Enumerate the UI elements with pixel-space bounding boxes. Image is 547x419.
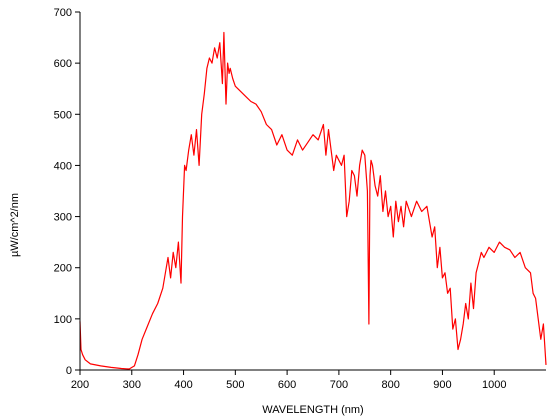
x-axis: 200 300 400 500 600 700 800 900 1000 — [71, 369, 546, 391]
y-tick-label: 400 — [54, 160, 72, 172]
x-tick-label: 300 — [123, 379, 141, 391]
x-tick-label: 200 — [71, 379, 89, 391]
x-tick-label: 700 — [330, 379, 348, 391]
y-axis: 0 100 200 300 400 500 600 700 — [54, 7, 81, 377]
x-tick-label: 600 — [278, 379, 296, 391]
plot-area — [79, 31, 547, 370]
x-tick-label: 400 — [174, 379, 192, 391]
y-tick-label: 300 — [54, 212, 72, 224]
x-tick-label: 900 — [433, 379, 451, 391]
x-tick-label: 1000 — [482, 379, 506, 391]
x-tick-label: 800 — [381, 379, 399, 391]
x-axis-label: WAVELENGTH (nm) — [262, 404, 363, 416]
y-tick-label: 600 — [54, 58, 72, 70]
y-tick-label: 200 — [54, 263, 72, 275]
y-tick-label: 0 — [66, 365, 72, 377]
y-tick-label: 100 — [54, 314, 72, 326]
series-line — [79, 31, 547, 370]
y-axis-label: µW/cm^2/nm — [9, 193, 21, 257]
x-tick-label: 500 — [226, 379, 244, 391]
y-tick-label: 500 — [54, 109, 72, 121]
y-tick-label: 700 — [54, 7, 72, 19]
